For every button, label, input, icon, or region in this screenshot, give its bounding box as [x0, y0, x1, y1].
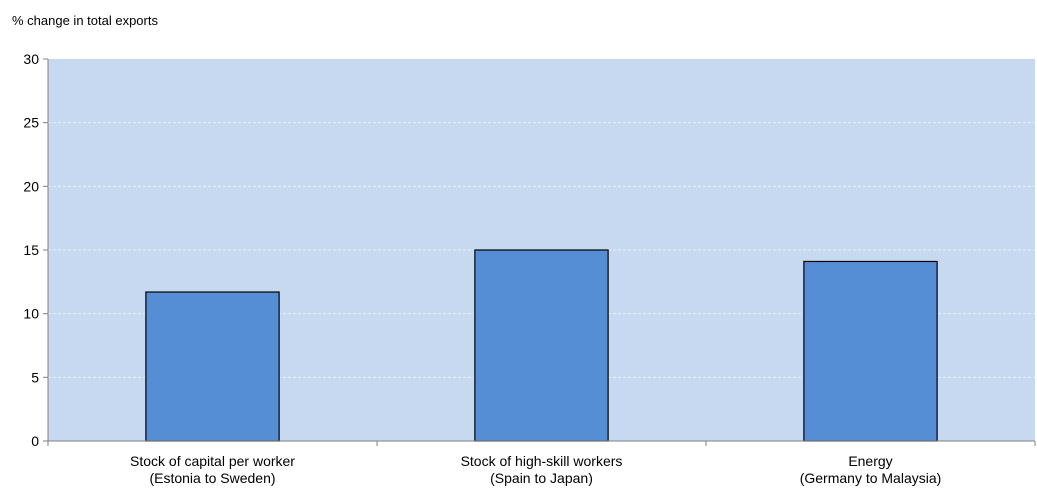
y-tick-labels: 0 5 10 15 20 25 30: [23, 51, 39, 449]
x-category-label: (Germany to Malaysia): [800, 470, 942, 486]
y-axis-label: % change in total exports: [12, 13, 158, 28]
bar: [145, 291, 280, 442]
y-tick-label: 0: [31, 433, 39, 449]
x-category-label: Energy: [848, 453, 892, 469]
x-category-label: (Spain to Japan): [490, 470, 593, 486]
y-tick-label: 25: [23, 115, 39, 131]
x-category-label: Stock of capital per worker: [130, 453, 295, 469]
bars: [145, 249, 938, 442]
y-tick-label: 15: [23, 242, 39, 258]
y-tick-label: 20: [23, 178, 39, 194]
x-category-labels: Stock of capital per worker(Estonia to S…: [130, 453, 941, 486]
y-tick-label: 30: [23, 51, 39, 67]
x-category-label: (Estonia to Sweden): [149, 470, 275, 486]
y-tick-label: 10: [23, 306, 39, 322]
bar: [474, 249, 609, 442]
x-category-label: Stock of high-skill workers: [461, 453, 623, 469]
axes: [43, 58, 1036, 446]
y-tick-label: 5: [31, 369, 39, 385]
bar: [803, 260, 938, 442]
